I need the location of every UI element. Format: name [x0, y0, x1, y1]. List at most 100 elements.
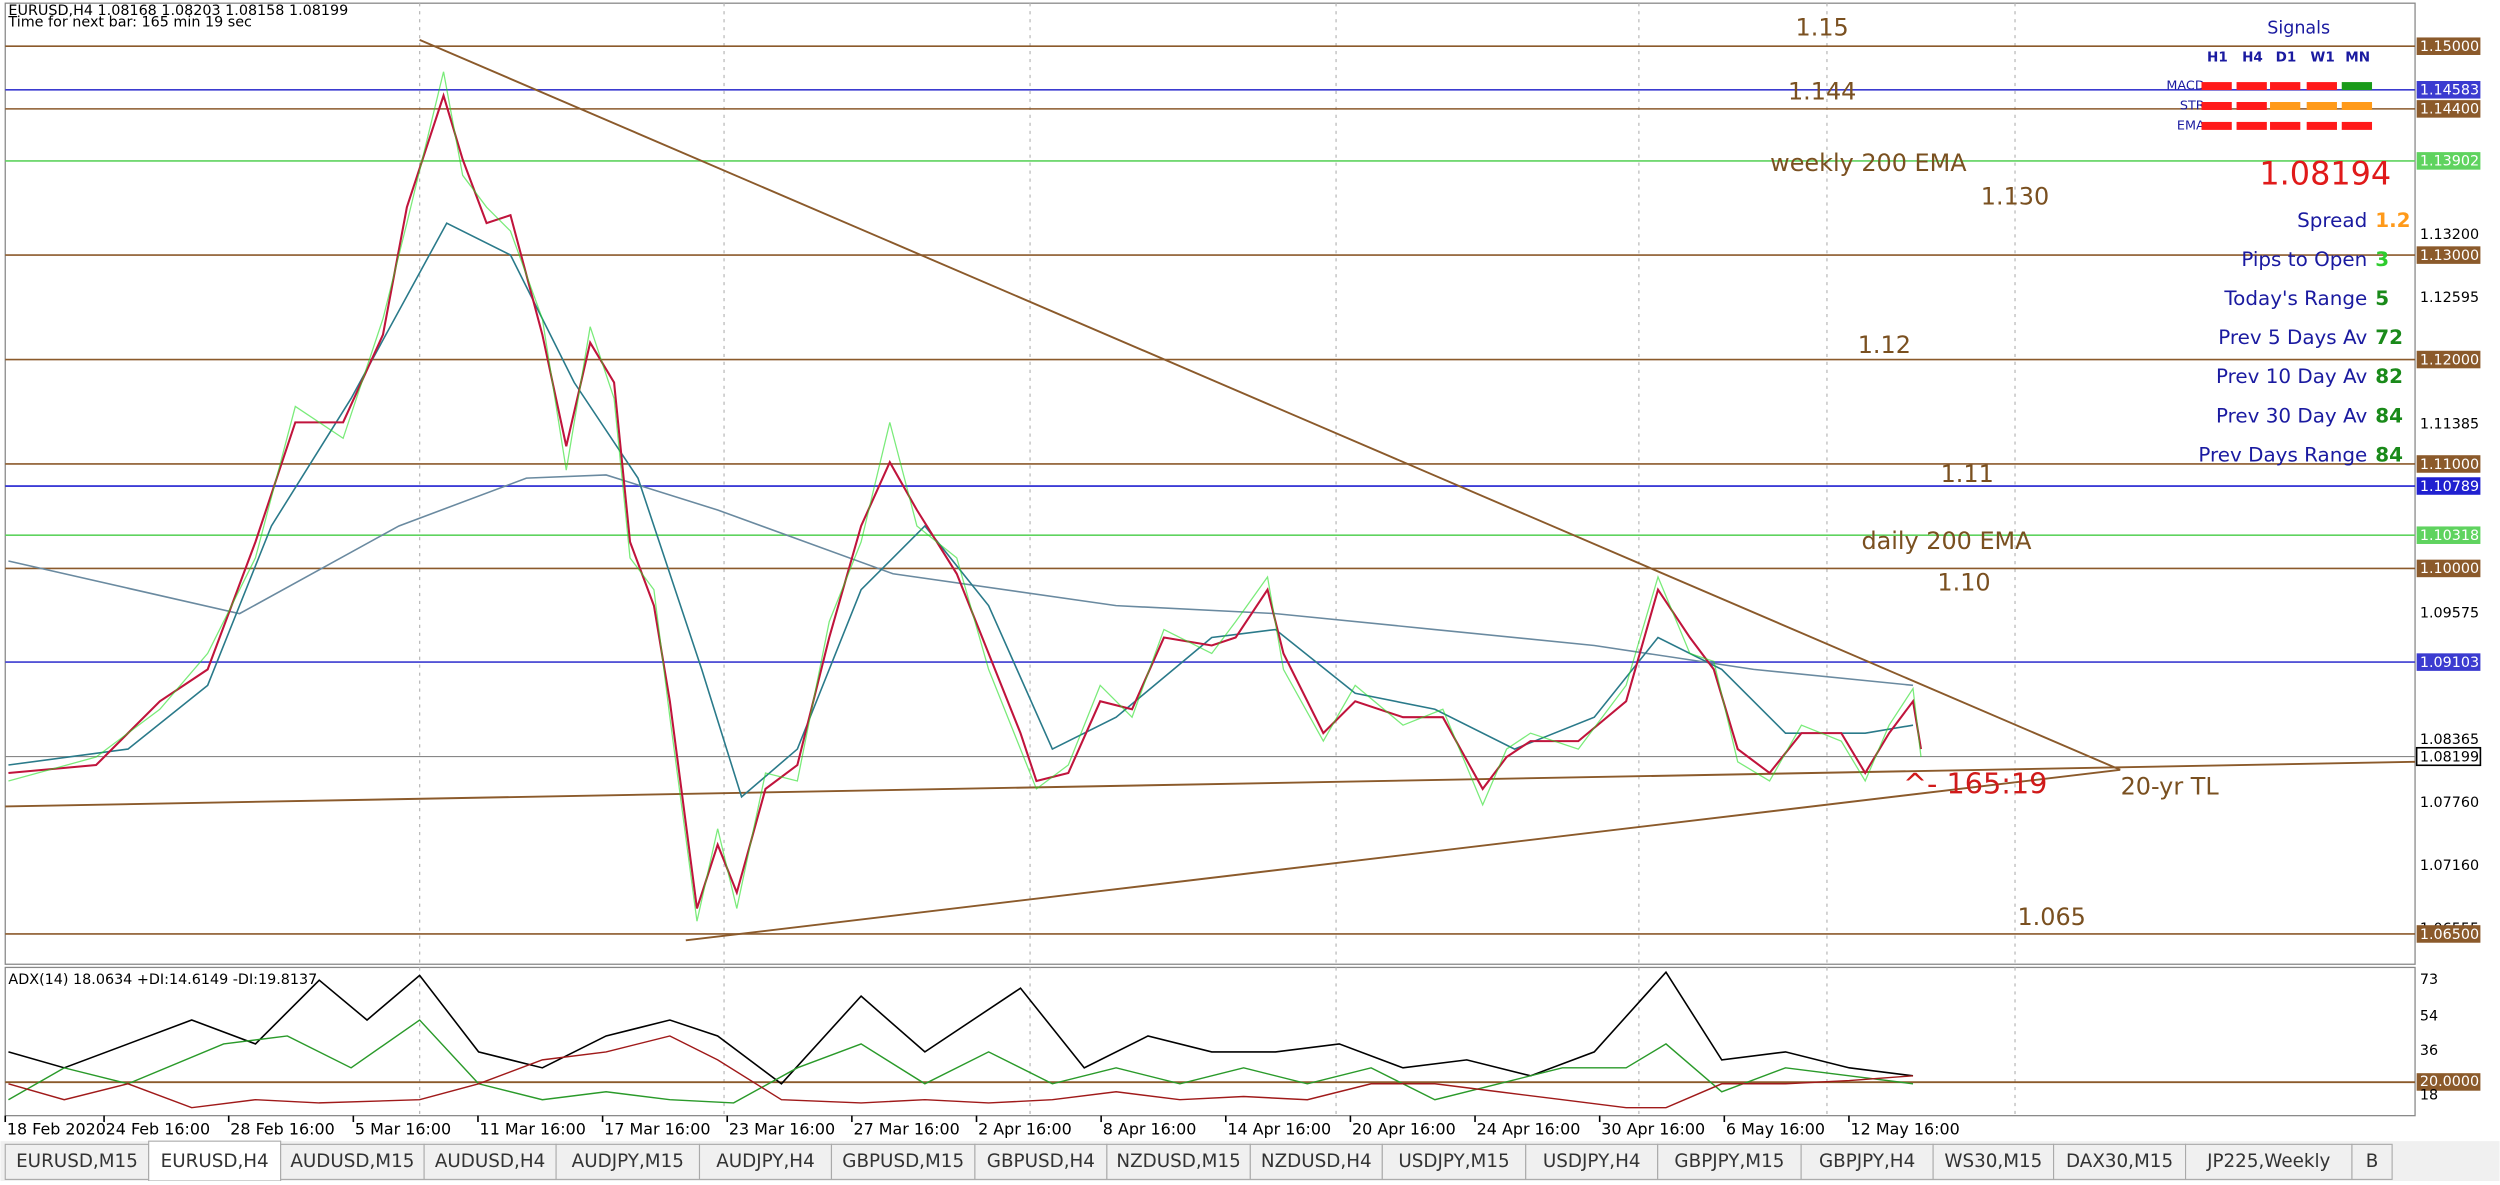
vertical-grid	[418, 3, 2016, 1116]
signal-cell	[2306, 121, 2337, 130]
price-bars	[8, 71, 1922, 922]
plus-di	[8, 1019, 1914, 1104]
time-label: 23 Mar 16:00	[729, 1119, 835, 1138]
signal-row-label: MACD	[2166, 79, 2204, 94]
adx-level-box	[2416, 1073, 2481, 1091]
stat-value: 72	[2375, 326, 2403, 349]
price-box	[2416, 81, 2481, 99]
tab[interactable]	[698, 1143, 833, 1180]
signal-cell	[2306, 102, 2337, 110]
time-label: 27 Mar 16:00	[853, 1119, 959, 1138]
tab-label: NZDUSD,H4	[1261, 1151, 1372, 1172]
signal-cell	[2341, 121, 2373, 130]
tab[interactable]	[280, 1143, 425, 1180]
time-label: 20 Apr 16:00	[1352, 1119, 1456, 1138]
signal-cell	[2341, 82, 2373, 91]
annotation: daily 200 EMA	[1861, 527, 2032, 555]
tab[interactable]	[423, 1143, 557, 1180]
stat-value: 1.2	[2375, 209, 2410, 232]
price-label: 1.07760	[2420, 795, 2479, 811]
signal-cell	[2236, 82, 2267, 91]
price-label: 1.08365	[2420, 732, 2479, 748]
tab-label: DAX30,M15	[2066, 1151, 2173, 1172]
signals-title: Signals	[2267, 19, 2330, 39]
tab-label: B	[2366, 1151, 2379, 1172]
tab[interactable]	[974, 1143, 1108, 1180]
stat-label: Prev Days Range	[2198, 443, 2367, 466]
signal-row-label: EMA	[2177, 118, 2205, 133]
tab-label: EURUSD,H4	[161, 1151, 269, 1172]
signal-cell	[2201, 102, 2232, 110]
price-label: 1.12595	[2420, 290, 2479, 306]
time-label: 12 May 16:00	[1851, 1119, 1960, 1138]
price-label: 1.10000	[2420, 561, 2479, 577]
price-label: 1.14400	[2420, 102, 2479, 118]
price-label: 1.11000	[2420, 457, 2479, 473]
time-label: 30 Apr 16:00	[1601, 1119, 1705, 1138]
tab[interactable]	[555, 1143, 701, 1180]
annotation: ^- 165:19	[1903, 767, 2047, 801]
minus-di	[8, 1035, 1914, 1109]
stat-label: Spread	[2297, 209, 2367, 232]
stat-value: 84	[2375, 404, 2403, 427]
tab-label: GBPJPY,M15	[1674, 1151, 1784, 1172]
current-price: 1.08194	[2259, 154, 2391, 192]
price-label: 1.09103	[2420, 655, 2479, 671]
price-label: 1.08199	[2420, 749, 2479, 765]
tab-label: GBPJPY,H4	[1819, 1151, 1915, 1172]
tab[interactable]	[1800, 1143, 1934, 1180]
signal-column: H4	[2242, 49, 2263, 65]
price	[8, 92, 1923, 909]
signal-cell	[2236, 102, 2267, 110]
price-label: 1.06500	[2420, 927, 2479, 943]
tab[interactable]	[1525, 1143, 1659, 1180]
time-label: 5 Mar 16:00	[355, 1119, 451, 1138]
signal-cell	[2201, 82, 2232, 91]
adx-axis-label: 36	[2420, 1043, 2438, 1059]
tab[interactable]	[2351, 1143, 2393, 1180]
time-label: 2 Apr 16:00	[978, 1119, 1072, 1138]
price-label: 1.10318	[2420, 528, 2479, 544]
level-lines	[5, 45, 2416, 935]
price-box	[2416, 653, 2481, 671]
tab-label: USDJPY,H4	[1543, 1151, 1641, 1172]
price-box	[2416, 246, 2481, 264]
price-box	[2416, 455, 2481, 473]
time-label: 18 Feb 2020	[7, 1119, 106, 1138]
tab-label: NZDUSD,M15	[1116, 1151, 1240, 1172]
ema-200	[8, 474, 1914, 687]
signal-column: H1	[2207, 49, 2228, 65]
tab-label: JP225,Weekly	[2206, 1151, 2330, 1172]
price-label: 1.12000	[2420, 352, 2479, 368]
tab[interactable]	[2184, 1143, 2353, 1180]
tab[interactable]	[148, 1140, 282, 1182]
timer: Time for next bar: 165 min 19 sec	[7, 14, 251, 30]
stat-label: Prev 5 Days Av	[2218, 326, 2367, 349]
tab-label: AUDJPY,H4	[716, 1151, 815, 1172]
price-label: 1.10789	[2420, 479, 2479, 495]
annotation: 20-yr TL	[2121, 772, 2220, 800]
stat-value: 82	[2375, 365, 2403, 388]
tab-label: EURUSD,M15	[16, 1151, 138, 1172]
stat-value: 5	[2375, 287, 2389, 310]
adx-axis-label: 20.0000	[2420, 1074, 2479, 1090]
signal-cell	[2270, 121, 2301, 130]
time-label: 14 Apr 16:00	[1227, 1119, 1331, 1138]
price-label: 1.13200	[2420, 227, 2479, 243]
price-label: 1.13902	[2420, 154, 2479, 170]
stat-label: Today's Range	[2223, 287, 2367, 310]
tab[interactable]	[1106, 1143, 1251, 1180]
stat-label: Prev 30 Day Av	[2216, 404, 2367, 427]
adx-frame	[4, 966, 2416, 1117]
tab[interactable]	[1932, 1143, 2055, 1180]
tab[interactable]	[1657, 1143, 1802, 1180]
tab-label: USDJPY,M15	[1398, 1151, 1509, 1172]
price-label: 1.13000	[2420, 248, 2479, 264]
price-label: 1.09575	[2420, 606, 2479, 622]
symbol-line: EURUSD,H4 1.08168 1.08203 1.08158 1.0819…	[8, 3, 348, 19]
signal-cell	[2270, 102, 2301, 110]
annotation: 1.10	[1937, 568, 1990, 596]
stat-value: 84	[2375, 443, 2403, 466]
price-box	[2416, 526, 2481, 544]
price-box	[2416, 37, 2481, 55]
